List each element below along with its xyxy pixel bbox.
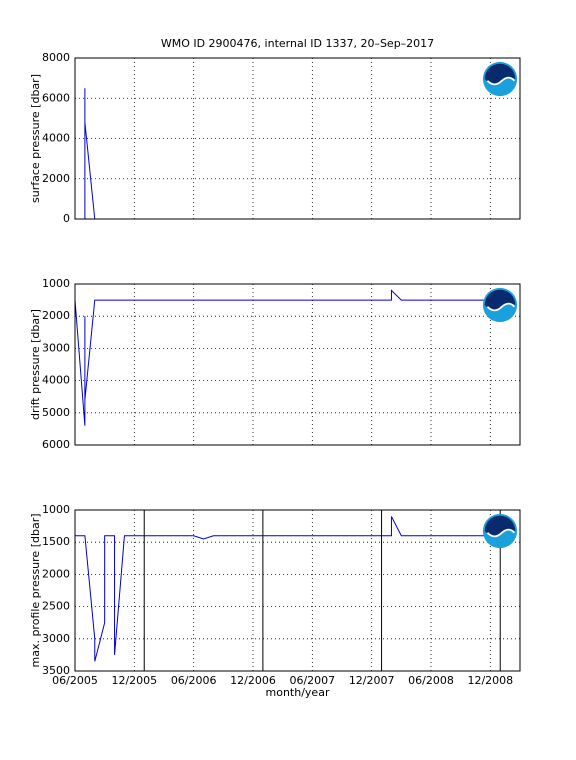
y-tick-label: 4000	[42, 374, 70, 387]
noaa-logo	[482, 513, 518, 549]
axes-frame	[74, 283, 521, 446]
y-axis-label: surface pressure [dbar]	[29, 74, 42, 203]
plot-area	[75, 58, 520, 219]
y-tick-label: 4000	[42, 132, 70, 145]
y-tick-label: 8000	[42, 51, 70, 64]
y-tick-label: 6000	[42, 91, 70, 104]
plot-area	[75, 284, 520, 445]
plot-area	[75, 510, 520, 671]
y-tick-label: 2000	[42, 567, 70, 580]
y-tick-label: 1500	[42, 535, 70, 548]
x-tick-label: 12/2006	[230, 674, 276, 687]
chart-title: WMO ID 2900476, internal ID 1337, 20–Sep…	[161, 37, 434, 50]
data-line	[74, 289, 511, 426]
x-tick-label: 12/2008	[467, 674, 513, 687]
noaa-logo	[482, 287, 518, 323]
y-tick-label: 2000	[42, 309, 70, 322]
y-axis-label: drift pressure [dbar]	[29, 309, 42, 420]
y-tick-label: 3000	[42, 632, 70, 645]
x-axis-label: month/year	[266, 686, 330, 699]
noaa-logo	[482, 61, 518, 97]
y-tick-label: 1000	[42, 503, 70, 516]
x-tick-label: 12/2005	[111, 674, 157, 687]
y-tick-label: 1000	[42, 277, 70, 290]
y-tick-label: 2000	[42, 172, 70, 185]
x-tick-label: 06/2005	[52, 674, 98, 687]
x-tick-label: 06/2006	[171, 674, 217, 687]
axes-frame	[74, 509, 521, 672]
axes-frame	[74, 57, 521, 220]
y-tick-label: 2500	[42, 600, 70, 613]
y-tick-label: 6000	[42, 438, 70, 451]
y-axis-label: max. profile pressure [dbar]	[29, 513, 42, 667]
y-tick-label: 0	[63, 212, 70, 225]
y-tick-label: 3500	[42, 664, 70, 677]
x-tick-label: 06/2007	[289, 674, 335, 687]
x-tick-label: 12/2007	[349, 674, 395, 687]
y-tick-label: 3000	[42, 341, 70, 354]
y-tick-label: 5000	[42, 406, 70, 419]
data-line	[75, 516, 511, 662]
x-tick-label: 06/2008	[408, 674, 454, 687]
